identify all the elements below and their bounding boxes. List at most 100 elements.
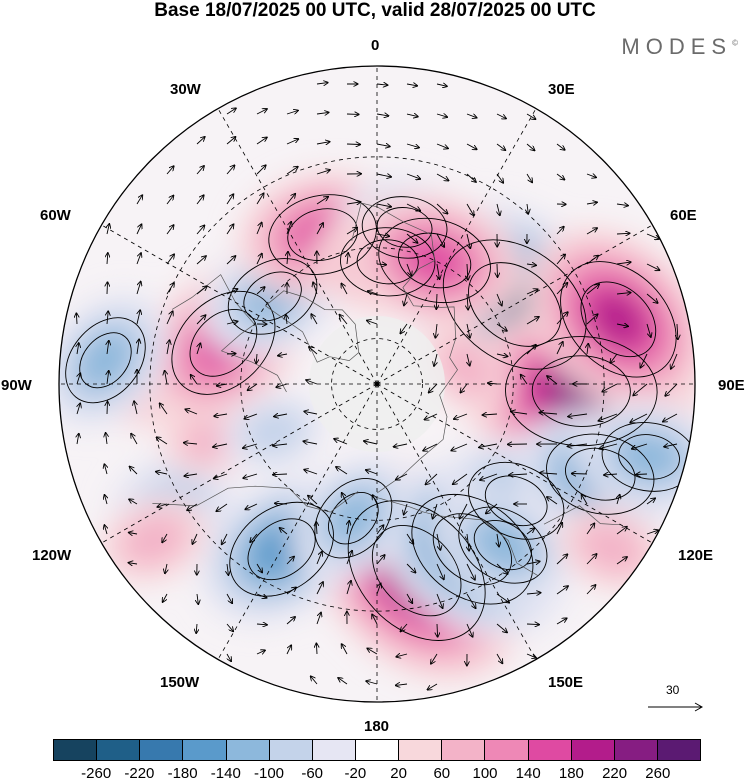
wind-vector [316, 582, 323, 595]
wind-vector [129, 533, 138, 535]
wind-vector [376, 174, 391, 177]
wind-vector [526, 345, 536, 355]
wind-vector [273, 444, 288, 446]
coastlines [152, 202, 621, 576]
wind-vector [166, 196, 173, 205]
wind-vector [556, 227, 564, 235]
wind-vector [496, 593, 509, 603]
wind-vector [376, 114, 388, 116]
wind-vector [521, 375, 528, 385]
wind-vector [106, 433, 107, 445]
wind-vector [256, 193, 264, 205]
wind-vector [316, 83, 328, 84]
wind-vector [316, 223, 323, 235]
wind-vector [526, 317, 539, 325]
wind-vector [286, 222, 291, 235]
brand-text: MODES [621, 34, 733, 59]
wind-vector [616, 293, 631, 294]
colorbar-tick-label: -60 [301, 765, 324, 782]
wind-vector [527, 203, 528, 214]
wind-vector [286, 617, 295, 625]
meridian-line [217, 383, 378, 660]
wind-vector [226, 165, 235, 175]
wind-vector [342, 644, 348, 655]
wind-vector [346, 144, 360, 145]
wind-vector [526, 624, 539, 625]
wind-vector [539, 413, 558, 415]
wind-vector [368, 291, 378, 294]
wind-vector [526, 113, 536, 119]
wind-vector [346, 581, 351, 595]
wind-vector [341, 284, 348, 295]
wind-vector [496, 623, 507, 632]
wind-vector [460, 383, 468, 393]
wind-vector [347, 253, 348, 265]
wind-vector [286, 167, 298, 175]
wind-vector [338, 678, 348, 685]
wind-vector [665, 383, 678, 396]
height-contour [340, 227, 436, 297]
height-contour [468, 262, 562, 347]
wind-vector [243, 473, 258, 478]
wind-vector [166, 225, 174, 235]
colorbar-tick-label: -180 [167, 765, 198, 782]
wind-vector [496, 323, 507, 331]
wind-vector [340, 315, 348, 325]
anomaly-band [471, 518, 534, 572]
height-contour [398, 232, 472, 289]
wind-vector [286, 587, 296, 595]
wind-vector [316, 112, 329, 114]
height-contour [442, 239, 587, 370]
wind-vector [556, 173, 564, 180]
wind-vector [587, 344, 588, 355]
wind-vector [157, 437, 168, 445]
wind-vector [107, 224, 109, 235]
coastline [351, 202, 458, 494]
wind-vector [184, 474, 198, 476]
wind-vector [394, 444, 408, 447]
wind-vector [526, 173, 532, 182]
positive-anomaly [99, 497, 209, 584]
wind-vector [227, 563, 228, 575]
map-border [58, 65, 696, 703]
wind-vector [646, 323, 651, 337]
wind-vector [227, 653, 231, 661]
wind-vector [404, 503, 407, 515]
wind-vector [396, 684, 408, 685]
wind-vector [256, 223, 262, 235]
wind-vector [256, 137, 267, 145]
wind-vector [191, 375, 198, 385]
wind-vector [286, 315, 287, 325]
wind-vector [616, 204, 628, 206]
wind-vector [376, 555, 385, 565]
colorbar-segment [54, 740, 97, 760]
anomaly-band [77, 330, 134, 391]
wind-vector [250, 533, 258, 542]
wind-vector [104, 525, 107, 535]
wind-vector [77, 403, 80, 415]
colorbar-tick-label: -100 [253, 765, 285, 782]
anomaly-band [242, 408, 306, 456]
wind-vector [256, 254, 262, 265]
colorbar-tick-label: 60 [433, 765, 451, 782]
meridian-line [376, 108, 537, 385]
wind-vector [633, 383, 648, 395]
wind-vector [406, 203, 420, 211]
wind-vector [496, 563, 508, 574]
colorbar-segment [268, 740, 312, 760]
wind-vector [346, 202, 361, 204]
wind-vector [630, 413, 648, 422]
height-contour [618, 434, 680, 480]
wind-vector [196, 225, 204, 235]
wind-vector [197, 343, 200, 355]
wind-vector [373, 495, 378, 505]
wind-vector [167, 340, 170, 355]
wind-vector [129, 563, 138, 564]
lon-label-150w: 150W [160, 674, 200, 691]
wind-vector [511, 412, 528, 414]
height-contour [376, 207, 433, 248]
reference-vector-label: 30 [666, 683, 680, 697]
lon-label-180: 180 [364, 718, 390, 735]
wind-vector [286, 645, 291, 655]
wind-vector [336, 467, 348, 475]
